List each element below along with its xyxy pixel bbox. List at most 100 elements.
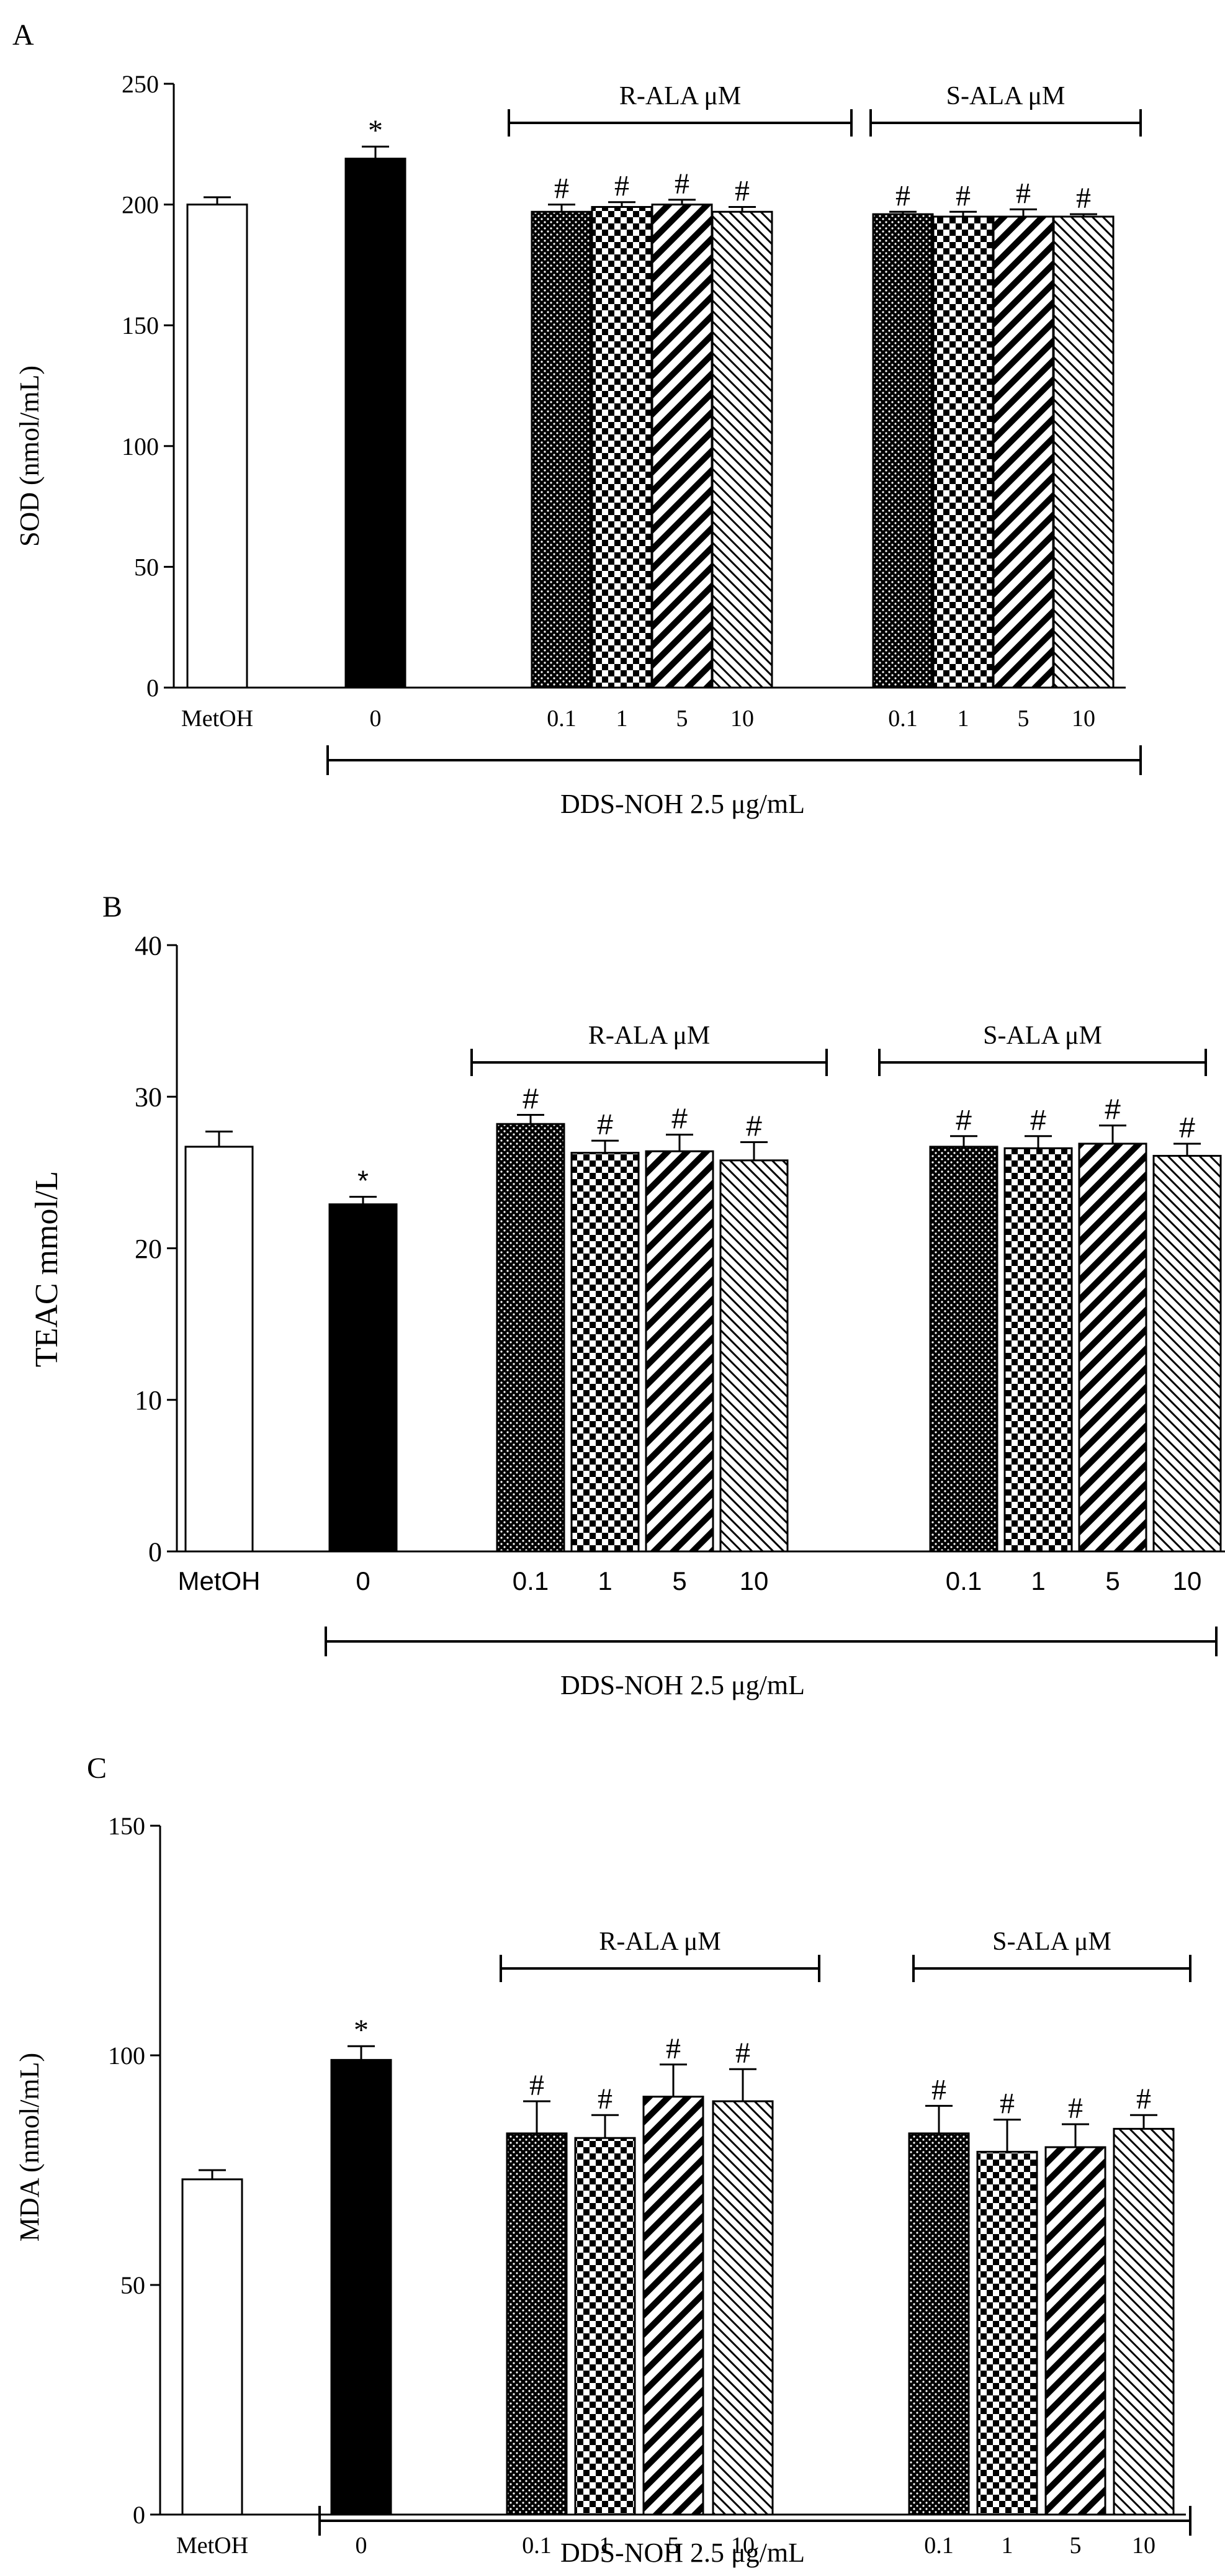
y-tick-label: 0: [133, 2501, 145, 2529]
panel-label: C: [87, 1752, 107, 1785]
y-tick-label: 40: [135, 930, 162, 961]
y-tick-label: 50: [120, 2271, 145, 2299]
x-tick-label: 5: [1018, 706, 1030, 732]
significance-marker: #: [1076, 182, 1091, 215]
bar: [908, 2132, 970, 2516]
bar: [184, 1146, 254, 1553]
x-tick-label: 10: [1132, 2533, 1155, 2559]
y-axis-label: TEAC mmol/L: [29, 1171, 65, 1367]
bar: [531, 210, 593, 689]
significance-marker: #: [671, 1102, 688, 1134]
group-label: S-ALA μM: [992, 1928, 1111, 1956]
significance-marker: #: [1030, 1104, 1046, 1136]
significance-marker: #: [956, 1104, 972, 1136]
x-tick-label: 0: [356, 2533, 367, 2559]
y-tick-label: 150: [108, 1812, 145, 1840]
bottom-treatment-label: DDS-NOH 2.5 μg/mL: [560, 2538, 805, 2568]
significance-marker: *: [368, 114, 383, 147]
bar: [1113, 2127, 1175, 2516]
y-tick-label: 250: [122, 70, 159, 98]
bar: [496, 1123, 565, 1553]
bar: [1052, 215, 1115, 689]
x-tick-label: 10: [1072, 706, 1095, 732]
significance-marker: #: [1136, 2083, 1151, 2116]
x-tick-label: 0.1: [522, 2533, 552, 2559]
significance-marker: #: [554, 173, 569, 205]
bar: [591, 205, 653, 689]
y-tick-label: 0: [148, 1537, 162, 1567]
y-axis-label: SOD (nmol/mL): [14, 366, 45, 547]
bar: [1152, 1155, 1222, 1553]
significance-marker: #: [675, 168, 689, 200]
x-tick-label: 10: [1173, 1566, 1202, 1595]
x-tick-label: 10: [731, 2533, 755, 2559]
significance-marker: *: [354, 2014, 369, 2047]
bar: [929, 1146, 998, 1553]
x-tick-label: 0.1: [547, 706, 577, 732]
bar: [181, 2178, 243, 2516]
significance-marker: #: [523, 1083, 539, 1115]
significance-marker: #: [1068, 2092, 1083, 2125]
x-tick-label: MetOH: [176, 2533, 248, 2559]
significance-marker: #: [666, 2032, 681, 2065]
bar: [976, 2150, 1038, 2516]
significance-marker: #: [529, 2069, 544, 2102]
group-label: R-ALA μM: [588, 1021, 710, 1050]
bar: [872, 213, 934, 689]
y-tick-label: 150: [122, 312, 159, 339]
bar: [645, 1150, 714, 1553]
bar: [506, 2132, 568, 2516]
x-tick-label: MetOH: [177, 1566, 260, 1595]
panel-label: A: [12, 19, 34, 52]
x-tick-label: 10: [740, 1566, 769, 1595]
bar: [719, 1159, 789, 1553]
y-axis-label: MDA (nmol/mL): [14, 2053, 45, 2242]
x-tick-label: 1: [1031, 1566, 1045, 1595]
significance-marker: #: [1105, 1093, 1121, 1126]
bar: [328, 1203, 398, 1553]
bar: [642, 2096, 704, 2516]
x-tick-label: 0.1: [888, 706, 918, 732]
bar: [570, 1152, 640, 1553]
y-tick-label: 50: [134, 553, 159, 581]
x-tick-label: 0: [370, 706, 382, 732]
x-tick-label: 0.1: [924, 2533, 954, 2559]
significance-marker: #: [1016, 177, 1031, 210]
significance-marker: #: [614, 170, 629, 203]
x-tick-label: 5: [668, 2533, 680, 2559]
significance-marker: #: [1000, 2088, 1015, 2120]
group-label: S-ALA μM: [946, 82, 1066, 110]
bar: [330, 2058, 392, 2516]
significance-marker: #: [931, 2073, 946, 2106]
bar: [1003, 1147, 1073, 1553]
significance-marker: #: [895, 179, 910, 212]
group-label: R-ALA μM: [599, 1928, 720, 1956]
y-tick-label: 200: [122, 191, 159, 219]
significance-marker: #: [956, 179, 971, 212]
significance-marker: #: [597, 1108, 613, 1141]
x-tick-label: 1: [1002, 2533, 1013, 2559]
bar: [651, 204, 713, 689]
significance-marker: #: [735, 2037, 750, 2070]
x-tick-label: 5: [676, 706, 688, 732]
significance-marker: #: [746, 1110, 762, 1142]
y-tick-label: 20: [135, 1234, 162, 1264]
significance-marker: #: [1179, 1111, 1195, 1144]
panel-label: B: [102, 891, 122, 923]
x-tick-label: 5: [1070, 2533, 1082, 2559]
group-label: R-ALA μM: [619, 82, 741, 110]
significance-marker: #: [735, 174, 750, 207]
bar: [186, 204, 248, 689]
x-tick-label: 1: [598, 1566, 612, 1595]
bar: [992, 215, 1054, 689]
x-tick-label: 1: [616, 706, 628, 732]
bar: [344, 158, 406, 689]
panel-c: C MDA (nmol/mL) DDS-NOH 2.5 μg/mL 050100…: [14, 1752, 1191, 2568]
bar: [1044, 2146, 1106, 2516]
bottom-treatment-label: DDS-NOH 2.5 μg/mL: [560, 789, 805, 819]
bar: [712, 2100, 774, 2516]
significance-marker: *: [357, 1164, 369, 1196]
significance-marker: #: [598, 2083, 612, 2116]
y-tick-label: 10: [135, 1385, 162, 1416]
group-label: S-ALA μM: [983, 1021, 1102, 1050]
